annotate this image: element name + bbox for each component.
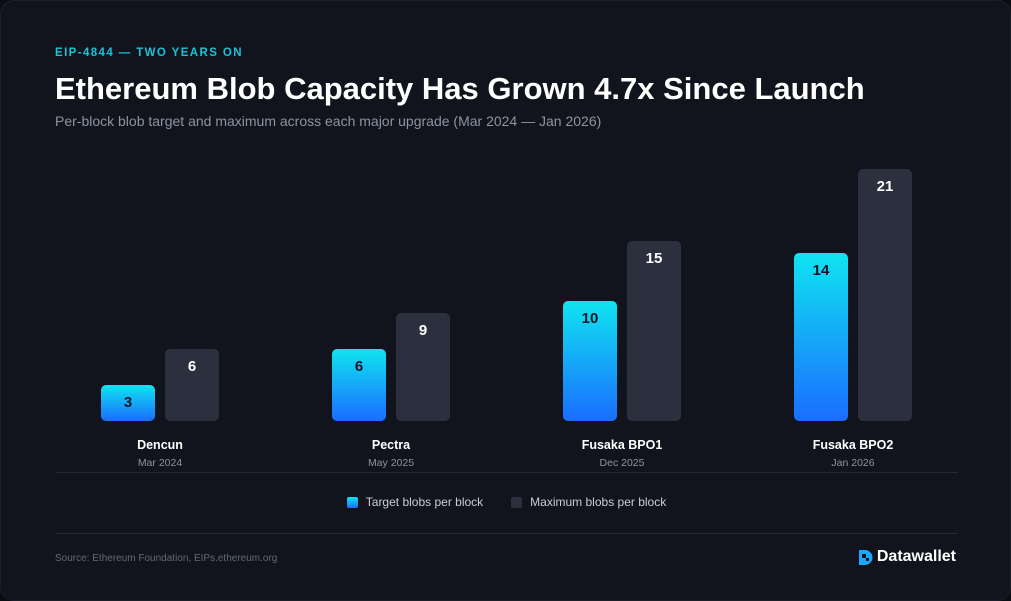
- footer-divider: [55, 533, 958, 534]
- legend: Target blobs per block Maximum blobs per…: [1, 495, 1011, 509]
- bar-value-label-max-0: 6: [188, 358, 196, 375]
- bar-value-label-max-2: 15: [646, 250, 663, 267]
- category-date-1: May 2025: [368, 457, 414, 469]
- legend-item-max: Maximum blobs per block: [511, 495, 666, 509]
- legend-swatch-max: [511, 496, 523, 508]
- bar-max-1: [396, 313, 450, 421]
- eyebrow-label: EIP-4844 — TWO YEARS ON: [55, 47, 243, 59]
- category-date-0: Mar 2024: [138, 457, 183, 469]
- brand-name: Datawallet: [876, 548, 956, 565]
- bar-target-3: [794, 253, 848, 421]
- bar-value-label-target-2: 10: [582, 310, 599, 327]
- category-date-3: Jan 2026: [831, 457, 874, 469]
- bar-target-2: [563, 301, 617, 421]
- bar-value-label-max-1: 9: [419, 322, 427, 339]
- bar-max-3: [858, 169, 912, 421]
- bar-max-2: [627, 241, 681, 421]
- bar-target-1: [332, 349, 386, 421]
- source-note: Source: Ethereum Foundation, EIPs.ethere…: [55, 553, 278, 564]
- axis-divider: [55, 472, 958, 473]
- category-label-2: Fusaka BPO1: [582, 438, 663, 452]
- bar-value-label-target-3: 14: [813, 262, 830, 279]
- chart-title: Ethereum Blob Capacity Has Grown 4.7x Si…: [55, 71, 865, 106]
- datawallet-logo-icon: [858, 549, 873, 565]
- category-date-2: Dec 2025: [600, 457, 645, 469]
- category-label-3: Fusaka BPO2: [813, 438, 894, 452]
- legend-swatch-target: [346, 496, 358, 508]
- category-label-1: Pectra: [372, 438, 411, 452]
- chart-subtitle: Per-block blob target and maximum across…: [55, 113, 602, 129]
- bars-group: 3 6 Dencun Mar 2024 6 9 Pectra May 2025 10 15 Fusa…: [101, 169, 912, 469]
- category-label-0: Dencun: [137, 438, 183, 452]
- legend-label-target: Target blobs per block: [365, 495, 484, 509]
- bar-value-label-max-3: 21: [877, 178, 894, 195]
- legend-label-max: Maximum blobs per block: [530, 495, 667, 509]
- bar-value-label-target-1: 6: [355, 358, 363, 375]
- bar-target-0: [101, 385, 155, 421]
- bar-max-0: [165, 349, 219, 421]
- brand-logo: Datawallet: [858, 548, 956, 566]
- bar-value-label-target-0: 3: [124, 394, 132, 411]
- bar-chart: 3 6 Dencun Mar 2024 6 9 Pectra May 2025 10 15 Fusa…: [101, 169, 912, 469]
- legend-item-target: Target blobs per block: [346, 495, 484, 509]
